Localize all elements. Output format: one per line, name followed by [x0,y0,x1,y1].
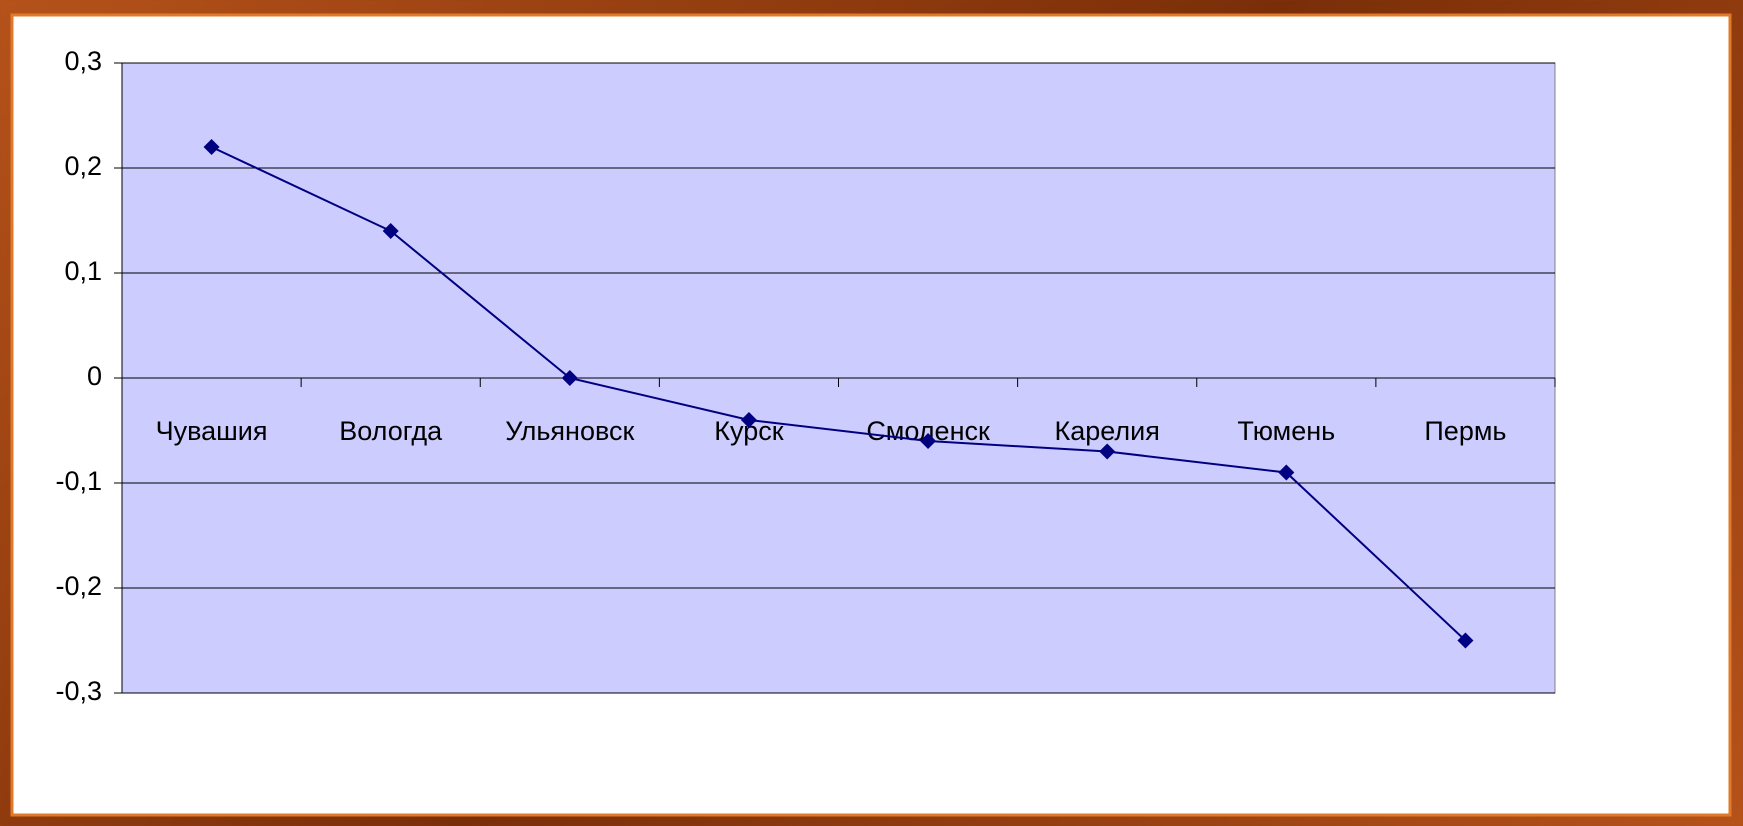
marker [203,139,220,155]
y-tick-label: 0,3 [64,46,102,76]
marker [740,412,757,428]
marker [1278,464,1295,481]
marker [561,370,578,386]
x-tick-label: Вологда [339,416,443,446]
line [211,146,1467,642]
y-tick-label: -0,2 [55,571,102,601]
marker [1457,632,1474,649]
x-tick-label: Пермь [1424,416,1506,446]
y-tick-label: 0 [87,361,102,391]
y-tick-label: 0,2 [64,151,102,181]
x-tick-label: Чувашия [156,416,268,446]
y-tick-label: -0,1 [55,466,102,496]
y-tick-label: 0,1 [64,256,102,286]
x-tick-label: Ульяновск [505,416,634,446]
marker [920,433,937,449]
marker [1099,443,1116,460]
x-tick-label: Тюмень [1237,416,1335,446]
x-tick-label: Карелия [1055,416,1160,446]
marker [382,223,399,239]
y-tick-label: -0,3 [55,676,102,706]
